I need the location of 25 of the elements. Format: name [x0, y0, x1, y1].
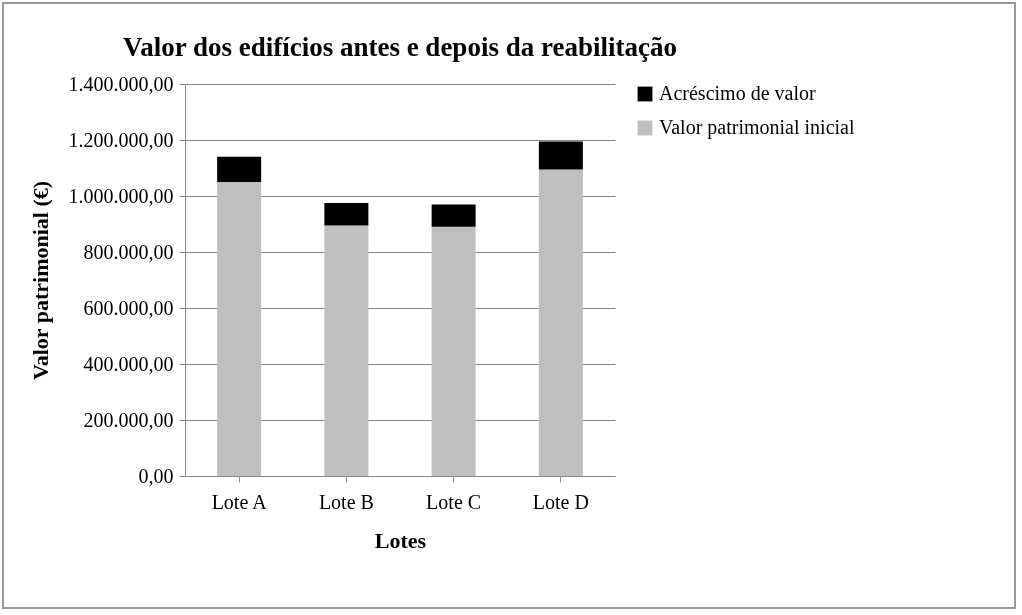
legend-label: Valor patrimonial inicial: [659, 116, 855, 139]
x-tick-label: Lote D: [532, 490, 589, 513]
bar: [431, 204, 476, 227]
y-tick-label: 600.000,00: [83, 296, 174, 319]
y-tick-label: 1.400.000,00: [68, 72, 174, 95]
y-tick-label: 200.000,00: [83, 408, 174, 431]
bar: [217, 156, 262, 182]
y-tick-label: 1.000.000,00: [68, 184, 174, 207]
y-tick-label: 0,00: [138, 464, 174, 487]
y-tick-label: 1.200.000,00: [68, 128, 174, 151]
x-tick-label: Lote B: [318, 490, 374, 513]
y-axis-title: Valor patrimonial (€): [27, 180, 53, 381]
x-tick-label: Lote A: [211, 490, 268, 513]
bar: [538, 169, 583, 476]
y-tick-label: 400.000,00: [83, 352, 174, 375]
chart-title: Valor dos edifícios antes e depois da reabilitação: [123, 32, 677, 62]
bar: [217, 182, 262, 476]
bar: [324, 225, 369, 476]
bar: [324, 203, 369, 226]
legend-label: Acréscimo de valor: [659, 82, 816, 104]
bar: [538, 141, 583, 170]
bar: [431, 226, 476, 476]
x-tick-label: Lote C: [426, 490, 482, 513]
y-tick-label: 800.000,00: [83, 240, 174, 263]
x-axis-title: Lotes: [374, 527, 427, 553]
